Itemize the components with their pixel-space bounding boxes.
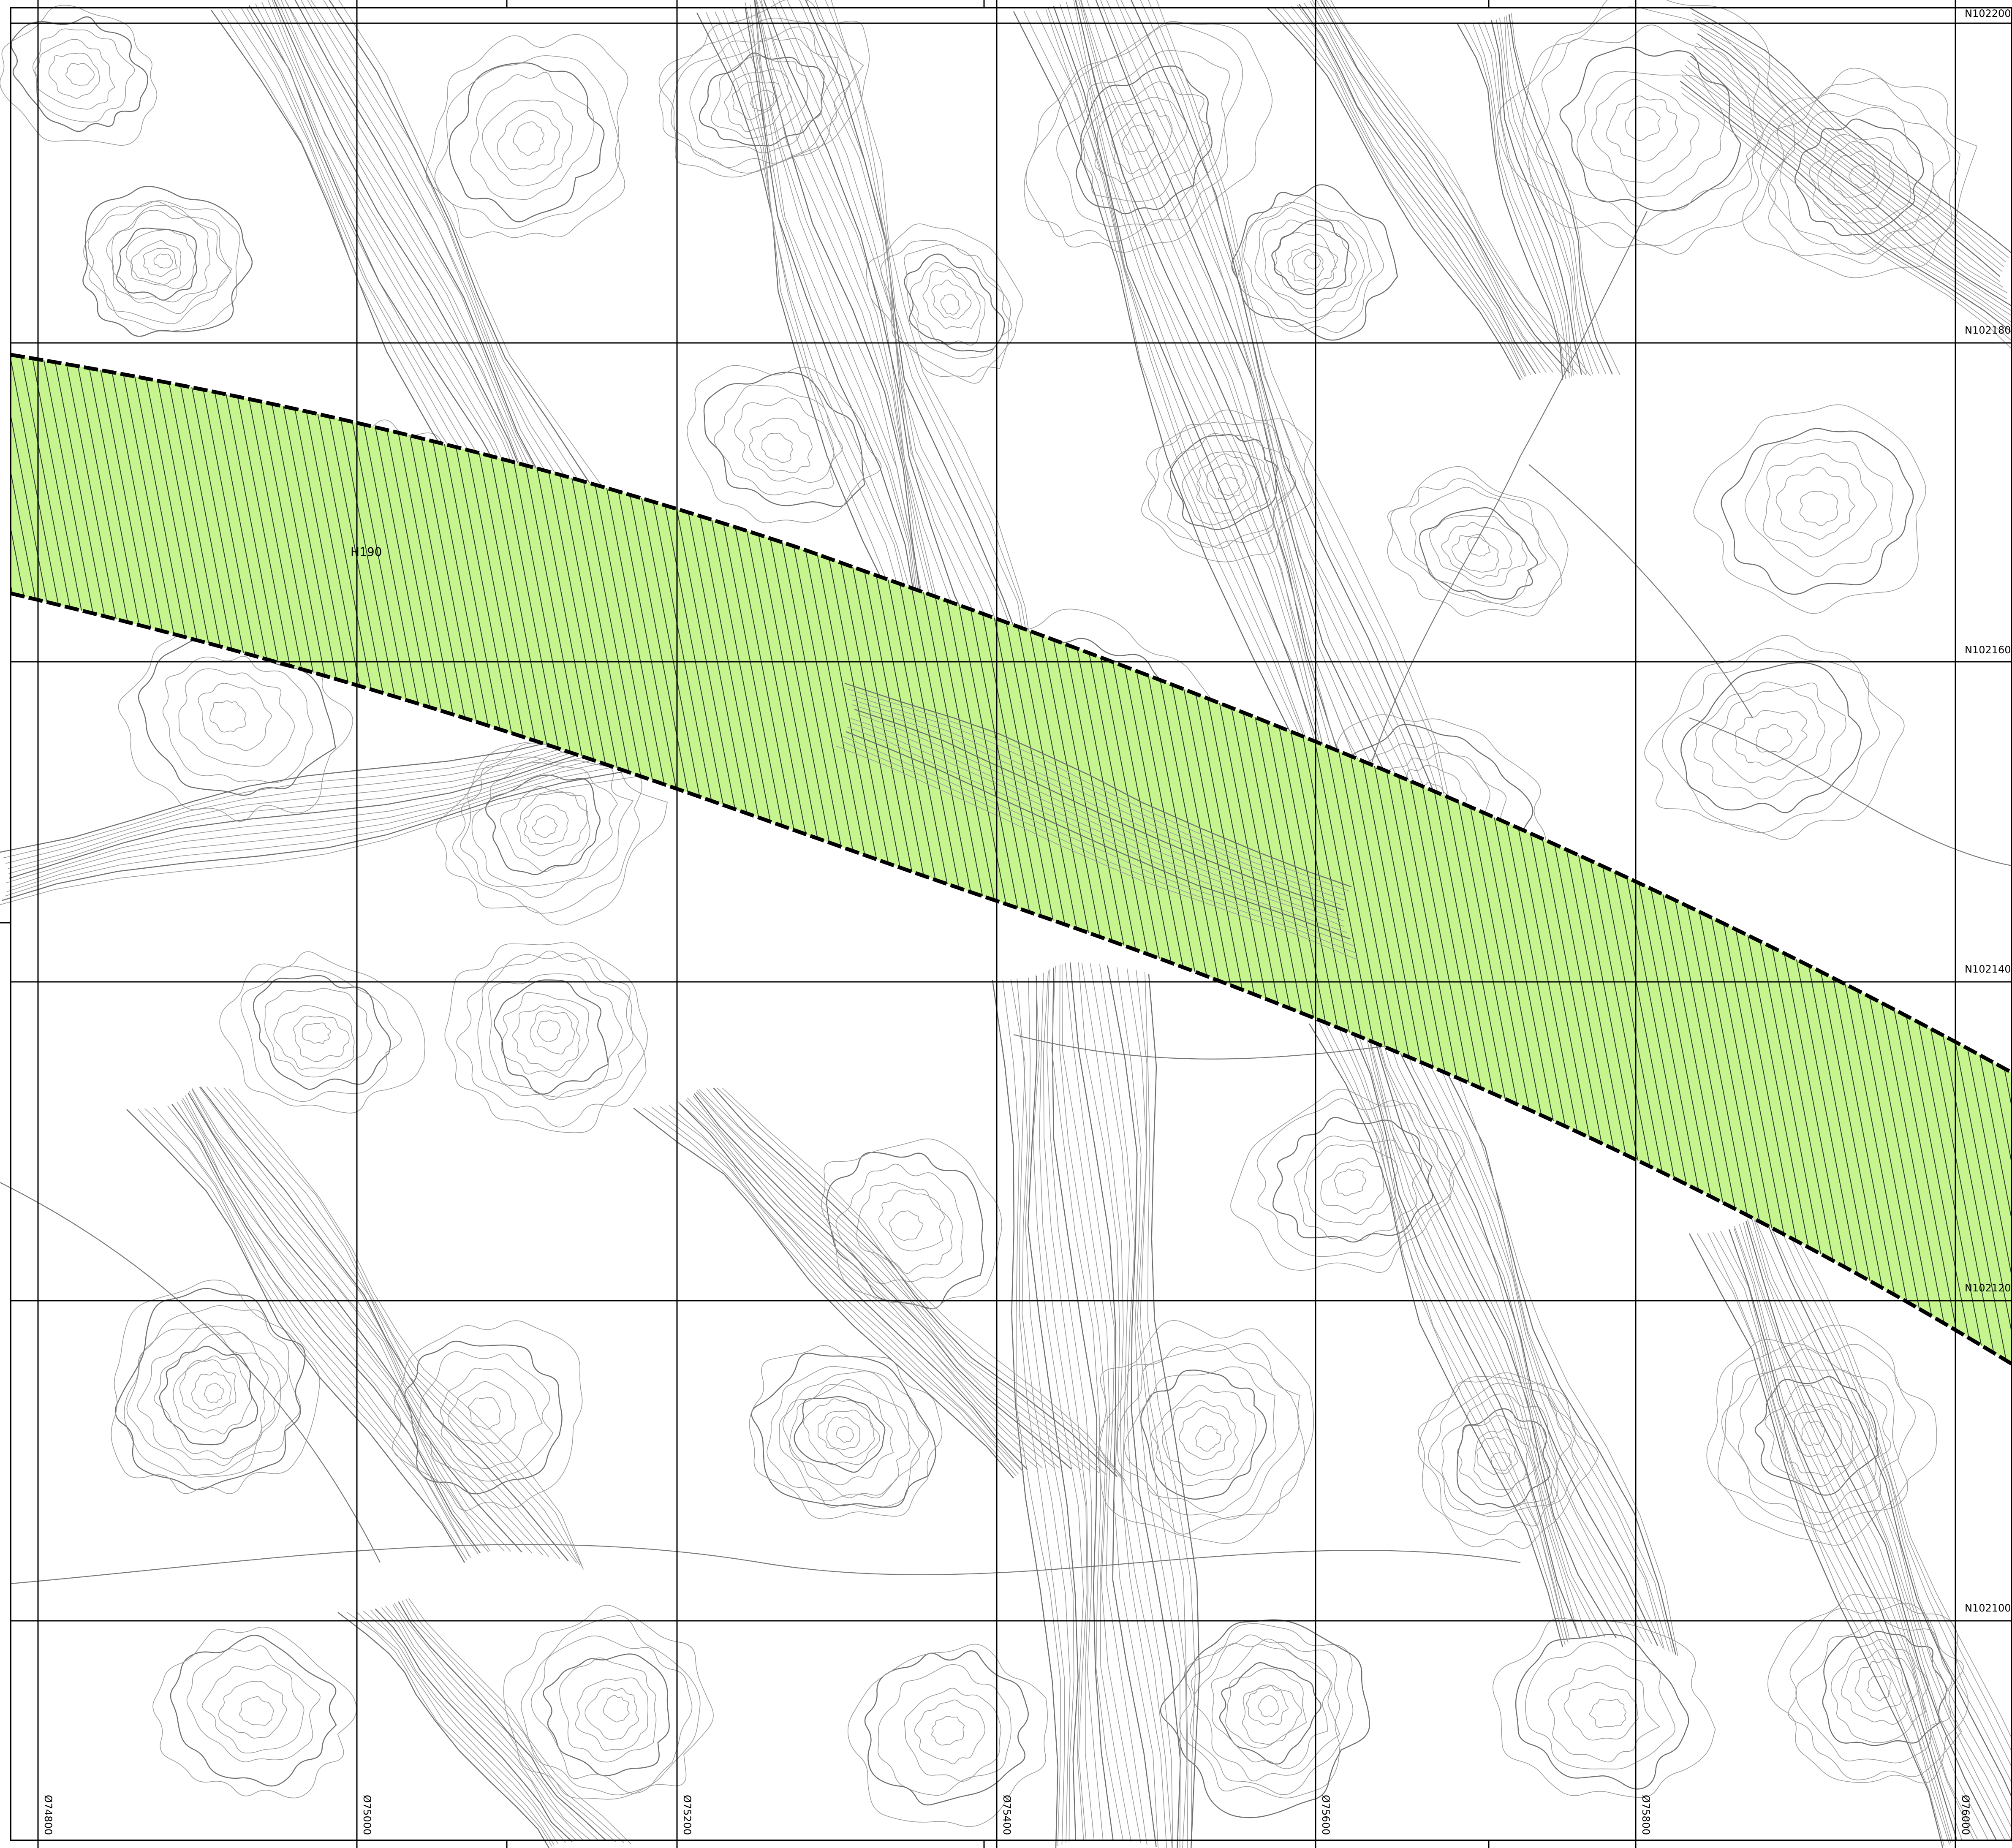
- northing-label: N1022000: [1965, 8, 2012, 19]
- easting-label: Ø75000: [361, 1795, 373, 1835]
- corridor-lower-edge: [10, 591, 2012, 1366]
- easting-label: Ø75400: [1001, 1795, 1013, 1835]
- northing-label: N1021800: [1965, 324, 2012, 336]
- northing-label: N1021000: [1965, 1602, 2012, 1614]
- point-label-h190: H190: [351, 545, 382, 559]
- northing-label: N1021400: [1965, 963, 2012, 975]
- coordinate-grid: [11, 0, 2012, 1848]
- easting-label: Ø74800: [42, 1795, 54, 1835]
- northing-label: N1021200: [1965, 1282, 2012, 1294]
- map-frame: [10, 7, 2012, 1841]
- easting-label: Ø75800: [1640, 1795, 1652, 1835]
- easting-label: Ø75200: [681, 1795, 693, 1835]
- northing-label: N1021600: [1965, 644, 2012, 656]
- easting-label: Ø76000: [1960, 1795, 1971, 1835]
- corridor-upper-edge: [10, 353, 2012, 1074]
- easting-label: Ø75600: [1320, 1795, 1332, 1835]
